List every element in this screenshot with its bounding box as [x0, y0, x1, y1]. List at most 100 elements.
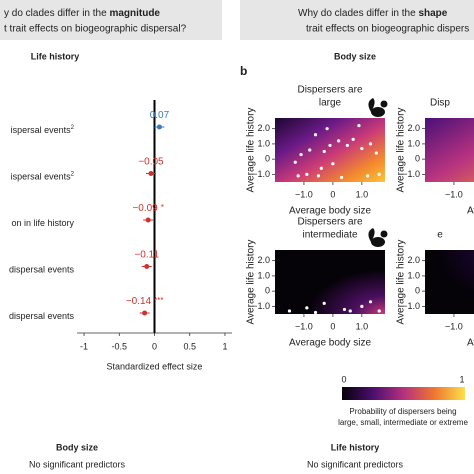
y-tick-label: 2.0: [257, 255, 270, 265]
subpanel-title: Dispersers are: [297, 85, 362, 96]
heatmap: [425, 250, 474, 314]
x-tick-label: 1: [222, 341, 227, 351]
y-axis-label: Average life history: [396, 240, 407, 325]
scatter-point: [345, 143, 349, 148]
x-tick-label: 0.5: [183, 341, 196, 351]
scatter-point: [296, 174, 300, 178]
scatter-point: [351, 137, 355, 141]
header-line: t trait effects on biogeographic dispers…: [4, 24, 187, 35]
y-axis-label: Average life history: [246, 108, 257, 193]
header-line: trait effects on biogeographic dispers: [306, 24, 469, 35]
x-tick-label: −1.0: [445, 321, 463, 331]
subpanel-title: Disp: [430, 98, 450, 109]
y-tick-label: −1.0: [252, 169, 270, 179]
value-label-text: 0.07: [150, 110, 170, 121]
footer-text: No significant predictors: [307, 459, 404, 469]
row-label: dispersal events: [9, 265, 75, 275]
value-label-text: −0.09: [132, 203, 158, 214]
colorbar: [342, 387, 465, 400]
scatter-point: [287, 309, 292, 313]
scatter-point: [360, 146, 364, 151]
row-label: on in life history: [11, 218, 74, 228]
row-label: ispersal events2: [11, 125, 75, 136]
scatter-point: [328, 143, 332, 148]
scatter-point: [339, 175, 344, 180]
value-label: −0.09 *: [132, 203, 163, 214]
scatter-point: [322, 301, 326, 305]
row-label: dispersal events: [9, 311, 75, 321]
row-label: ispersal events2: [11, 171, 75, 182]
heatmap: [275, 118, 385, 182]
scatter-point: [337, 139, 341, 143]
effect-point: [148, 171, 154, 176]
y-axis-label: Average life history: [396, 108, 407, 193]
heatmap: [275, 250, 385, 314]
scatter-point: [368, 300, 373, 304]
header-box: [240, 0, 474, 40]
y-tick-label: −1.0: [402, 301, 420, 311]
effect-point: [156, 124, 162, 130]
x-tick-label: 0: [152, 341, 157, 351]
scatter-point: [305, 172, 309, 176]
significance: ***: [154, 296, 163, 305]
icon: [368, 228, 388, 247]
value-label: 0.07: [150, 110, 170, 121]
significance: *: [161, 203, 164, 212]
value-label: −0.14 ***: [126, 296, 164, 307]
scatter-point: [368, 142, 373, 146]
header-line: y do clades differ in the magnitude: [4, 8, 160, 19]
effect-point: [142, 310, 148, 316]
scatter-point: [374, 151, 378, 155]
x-tick-label: 1.0: [356, 321, 369, 331]
footer-text: No significant predictors: [29, 459, 126, 469]
effect-point: [145, 217, 151, 223]
panel-title: Life history: [31, 51, 80, 61]
y-tick-label: 1.0: [257, 270, 270, 280]
y-tick-label: 2.0: [407, 123, 420, 133]
colorbar-tick: 1: [459, 374, 464, 384]
row-label-text: ispersal events: [11, 172, 72, 182]
value-label-text: −0.14: [126, 296, 152, 307]
x-axis-label: Average body size: [289, 206, 372, 217]
subpanel-title: large: [319, 98, 342, 109]
y-tick-label: 0: [265, 154, 270, 164]
subpanel-title: Dispersers are: [297, 217, 362, 228]
scatter-point: [313, 310, 318, 315]
y-tick-label: 0: [415, 286, 420, 296]
scatter-point: [342, 307, 347, 312]
y-tick-label: 0: [265, 286, 270, 296]
subpanel-title: intermediate: [302, 230, 357, 241]
scatter-point: [357, 124, 361, 128]
row-label-text: dispersal events: [9, 265, 75, 275]
scatter-point: [316, 174, 321, 178]
x-tick-label: −1.0: [445, 189, 463, 199]
y-tick-label: 2.0: [257, 123, 270, 133]
row-label-text: dispersal events: [9, 311, 75, 321]
x-tick-label: 0: [330, 189, 335, 199]
x-axis-label: Standardized effect size: [107, 361, 203, 371]
scatter-point: [313, 133, 318, 137]
x-tick-label: 0: [330, 321, 335, 331]
scatter-point: [348, 309, 352, 313]
scatter-point: [366, 174, 370, 178]
scatter-point: [299, 152, 303, 157]
y-tick-label: 2.0: [407, 255, 420, 265]
subpanel-title: e: [437, 230, 443, 241]
panel-title: Body size: [334, 51, 376, 61]
scatter-point: [305, 306, 309, 310]
row-label-sup: 2: [71, 171, 75, 177]
scatter-point: [331, 162, 335, 166]
colorbar-caption: large, small, intermediate or extreme: [338, 418, 468, 427]
header-box: [0, 0, 222, 40]
value-label-text: −0.05: [138, 156, 164, 167]
header-line: Why do clades differ in the shape: [298, 8, 448, 19]
value-label-text: −0.11: [134, 249, 159, 260]
scatter-point: [360, 304, 364, 308]
panel-label: b: [240, 64, 247, 78]
x-tick-label: −1.0: [295, 189, 313, 199]
x-tick-label: -0.5: [112, 341, 128, 351]
scatter-point: [377, 172, 381, 176]
x-axis-label: Avera: [467, 206, 474, 217]
x-tick-label: 1.0: [356, 189, 369, 199]
